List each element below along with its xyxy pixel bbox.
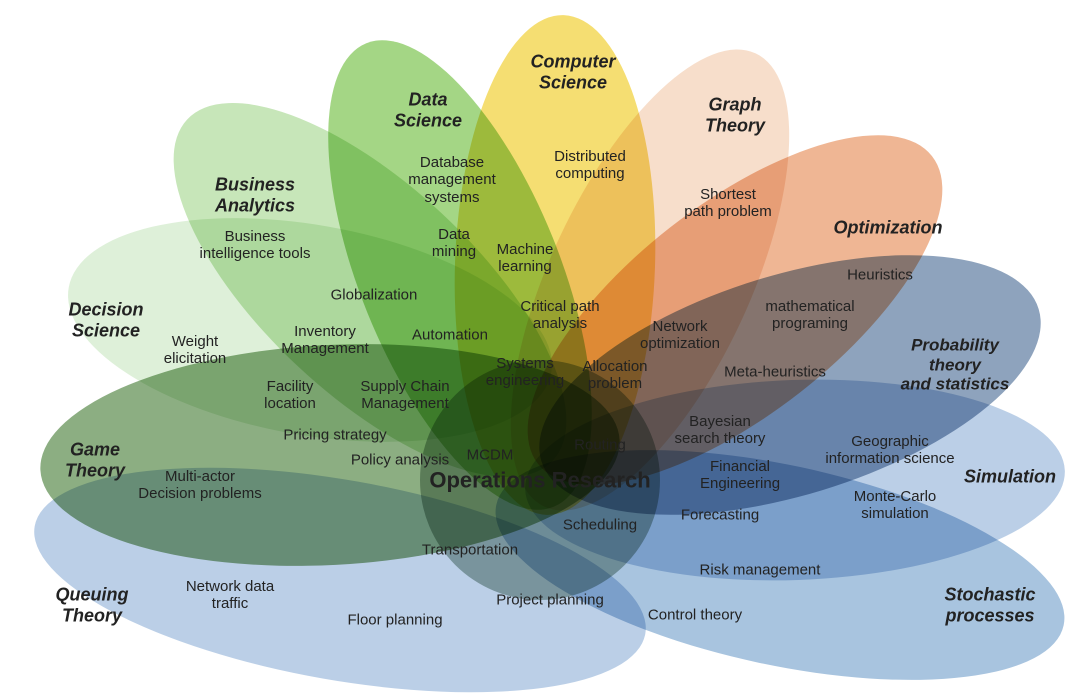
petal-title-optimization: Optimization <box>834 218 943 239</box>
term-label: Automation <box>412 326 488 343</box>
term-label: Routing <box>574 436 626 453</box>
term-label: Distributed computing <box>554 148 626 183</box>
term-label: Transportation <box>422 541 518 558</box>
term-label: Meta-heuristics <box>724 363 826 380</box>
term-label: Monte-Carlo simulation <box>854 488 937 523</box>
petal-title-simulation: Simulation <box>964 467 1056 488</box>
term-label: Critical path analysis <box>520 298 599 333</box>
center-title: Operations Research <box>429 467 650 492</box>
petal-title-probability: Probability theory and statistics <box>893 336 1018 395</box>
term-label: Systems engineering <box>486 355 564 390</box>
term-label: Pricing strategy <box>283 426 386 443</box>
term-label: Shortest path problem <box>684 186 772 221</box>
term-label: Floor planning <box>347 611 442 628</box>
term-label: Financial Engineering <box>700 458 780 493</box>
petal-title-data-science: Data Science <box>394 89 462 130</box>
term-label: mathematical programing <box>765 298 854 333</box>
term-label: MCDM <box>467 446 514 463</box>
term-label: Forecasting <box>681 506 759 523</box>
term-label: Scheduling <box>563 516 637 533</box>
diagram-stage: Decision Science Business Analytics Data S… <box>0 0 1080 695</box>
petal-title-computer-science: Computer Science <box>531 51 616 92</box>
term-label: Network optimization <box>640 318 720 353</box>
term-label: Database management systems <box>408 154 496 206</box>
term-label: Supply Chain Management <box>360 378 449 413</box>
term-label: Geographic information science <box>825 433 954 468</box>
petal-title-stochastic: Stochastic processes <box>944 584 1035 625</box>
term-label: Multi-actor Decision problems <box>138 468 261 503</box>
term-label: Data mining <box>432 226 476 261</box>
term-label: Allocation problem <box>582 358 647 393</box>
term-label: Facility location <box>264 378 316 413</box>
term-label: Project planning <box>496 591 604 608</box>
petal-title-graph-theory: Graph Theory <box>705 94 765 135</box>
petal-title-decision-science: Decision Science <box>68 299 143 340</box>
term-label: Bayesian search theory <box>675 413 766 448</box>
petal-title-game-theory: Game Theory <box>65 439 125 480</box>
term-label: Business intelligence tools <box>200 228 311 263</box>
term-label: Policy analysis <box>351 451 449 468</box>
term-label: Risk management <box>700 561 821 578</box>
term-label: Heuristics <box>847 266 913 283</box>
term-label: Globalization <box>331 286 418 303</box>
term-label: Inventory Management <box>281 323 369 358</box>
term-label: Network data traffic <box>186 578 274 613</box>
petal-title-business-analytics: Business Analytics <box>215 174 295 215</box>
term-label: Control theory <box>648 606 742 623</box>
term-label: Weight elicitation <box>164 333 227 368</box>
term-label: Machine learning <box>497 241 554 276</box>
petal-title-queuing: Queuing Theory <box>56 584 129 625</box>
